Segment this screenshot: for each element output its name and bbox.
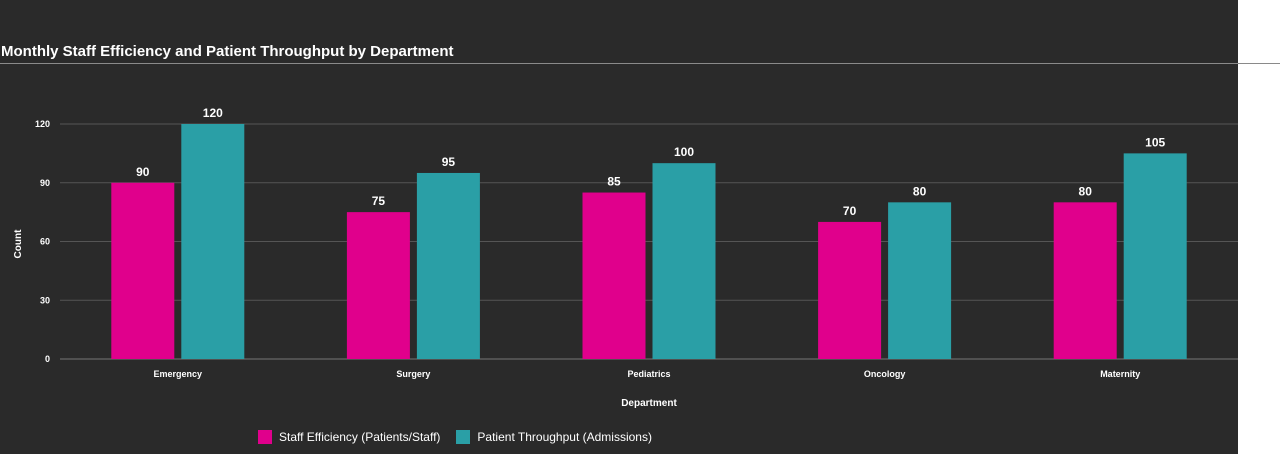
y-tick-label: 30 <box>40 295 50 305</box>
data-label: 95 <box>442 155 456 169</box>
data-label: 85 <box>607 175 621 189</box>
y-tick-label: 120 <box>35 119 50 129</box>
x-tick-label: Emergency <box>154 369 203 379</box>
data-label: 105 <box>1145 135 1165 149</box>
bar-staff-efficiency-maternity[interactable] <box>1053 202 1117 359</box>
legend-label-patient-throughput: Patient Throughput (Admissions) <box>477 430 652 444</box>
data-label: 90 <box>136 165 150 179</box>
bar-patient-throughput-oncology[interactable] <box>888 202 952 359</box>
x-axis-label: Department <box>621 398 677 409</box>
bar-patient-throughput-pediatrics[interactable] <box>652 163 716 359</box>
data-label: 120 <box>203 106 223 120</box>
bar-patient-throughput-surgery[interactable] <box>416 172 480 359</box>
bar-chart: 90 120 75 95 85 100 70 80 80 105 0 30 60 90 120 Emerge… <box>13 106 1238 409</box>
y-axis-label: Count <box>13 229 24 259</box>
x-tick-label: Maternity <box>1100 369 1140 379</box>
legend-item-staff-efficiency[interactable]: Staff Efficiency (Patients/Staff) <box>258 430 440 444</box>
bars <box>111 124 1187 359</box>
data-label: 100 <box>674 145 694 159</box>
data-label: 80 <box>1079 184 1093 198</box>
legend-swatch-patient-throughput <box>456 430 471 444</box>
legend-label-staff-efficiency: Staff Efficiency (Patients/Staff) <box>279 430 441 444</box>
x-tick-label: Oncology <box>864 369 906 379</box>
legend: Staff Efficiency (Patients/Staff) Patien… <box>258 430 652 444</box>
y-tick-label: 90 <box>40 178 50 188</box>
data-label: 75 <box>372 194 386 208</box>
bar-staff-efficiency-emergency[interactable] <box>111 182 175 359</box>
bar-staff-efficiency-pediatrics[interactable] <box>582 192 646 359</box>
bar-patient-throughput-emergency[interactable] <box>181 124 245 359</box>
x-tick-label: Surgery <box>396 369 430 379</box>
legend-swatch-staff-efficiency <box>258 430 272 444</box>
axes: 0 30 60 90 120 Emergency Surgery Pediatrics Onco… <box>35 119 1140 379</box>
title-divider <box>0 63 1280 64</box>
data-labels: 90 120 75 95 85 100 70 80 80 105 <box>136 106 1165 218</box>
grid-lines <box>60 123 1238 360</box>
legend-item-patient-throughput[interactable]: Patient Throughput (Admissions) <box>456 430 652 444</box>
y-tick-label: 0 <box>45 354 50 364</box>
chart-title: Monthly Staff Efficiency and Patient Thr… <box>1 43 454 60</box>
y-tick-label: 60 <box>40 237 50 247</box>
bar-staff-efficiency-oncology[interactable] <box>818 221 882 359</box>
x-tick-label: Pediatrics <box>627 369 670 379</box>
bar-patient-throughput-maternity[interactable] <box>1123 153 1187 359</box>
data-label: 70 <box>843 204 857 218</box>
data-label: 80 <box>913 184 927 198</box>
bar-staff-efficiency-surgery[interactable] <box>346 212 410 359</box>
